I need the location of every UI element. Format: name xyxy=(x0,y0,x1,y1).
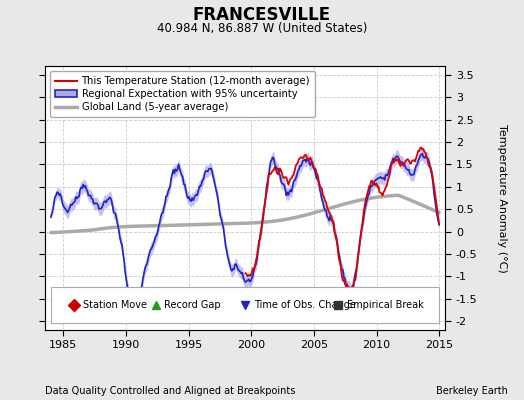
Text: Station Move: Station Move xyxy=(83,300,147,310)
Text: FRANCESVILLE: FRANCESVILLE xyxy=(193,6,331,24)
Text: Empirical Break: Empirical Break xyxy=(347,300,424,310)
Text: 40.984 N, 86.887 W (United States): 40.984 N, 86.887 W (United States) xyxy=(157,22,367,35)
FancyBboxPatch shape xyxy=(51,288,439,323)
Text: Data Quality Controlled and Aligned at Breakpoints: Data Quality Controlled and Aligned at B… xyxy=(45,386,295,396)
Text: Time of Obs. Change: Time of Obs. Change xyxy=(254,300,356,310)
Text: Record Gap: Record Gap xyxy=(165,300,221,310)
Legend: This Temperature Station (12-month average), Regional Expectation with 95% uncer: This Temperature Station (12-month avera… xyxy=(50,71,315,117)
Y-axis label: Temperature Anomaly (°C): Temperature Anomaly (°C) xyxy=(497,124,507,272)
Text: Berkeley Earth: Berkeley Earth xyxy=(436,386,508,396)
